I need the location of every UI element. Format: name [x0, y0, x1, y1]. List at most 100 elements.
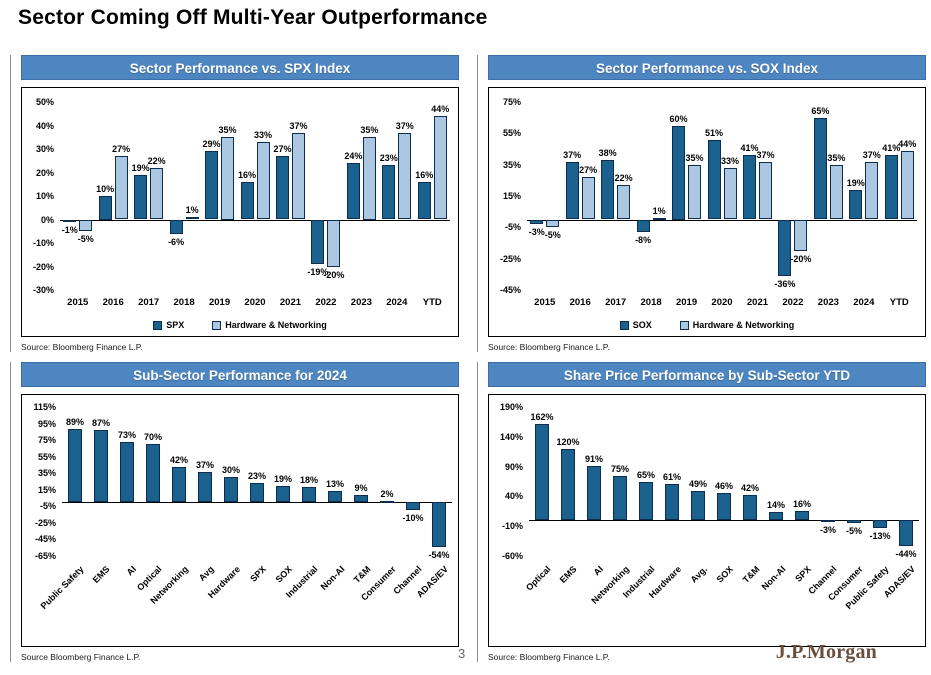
category-label: EMS [91, 564, 113, 585]
value-label: 1% [652, 205, 666, 216]
value-label: 37% [756, 149, 775, 160]
value-label: -44% [895, 549, 917, 560]
legend-label: Hardware & Networking [692, 320, 795, 330]
bar [849, 189, 863, 220]
bar [639, 481, 653, 521]
panel-subsector-ytd: Share Price Performance by Sub-Sector YT… [477, 362, 926, 662]
value-label: 41% [882, 143, 901, 154]
bar [613, 475, 627, 521]
value-label: -1% [61, 224, 78, 235]
bar [302, 487, 316, 503]
category-label: Avg [197, 564, 217, 583]
value-label: -13% [869, 530, 891, 541]
value-label: 24% [344, 151, 363, 162]
bar [221, 137, 235, 220]
y-tick-label: -10% [501, 521, 523, 532]
value-label: 65% [811, 105, 830, 116]
value-label: 19% [131, 162, 150, 173]
value-label: 37% [395, 120, 414, 131]
bar [636, 219, 650, 233]
value-label: -36% [774, 278, 796, 289]
bar [530, 219, 544, 225]
bar [172, 467, 186, 503]
bar [150, 167, 164, 220]
bar [417, 181, 431, 220]
value-label: 89% [65, 416, 84, 427]
bar [900, 150, 914, 220]
chart-legend: SPX Hardware & Networking [22, 320, 458, 330]
bar [717, 492, 731, 521]
bar [433, 116, 447, 220]
y-tick-label: 95% [37, 418, 56, 429]
panel-header-title: Sector Performance vs. SPX Index [129, 61, 351, 76]
value-label: 87% [91, 418, 110, 429]
bar [380, 500, 394, 503]
bar [98, 196, 112, 220]
bar [601, 159, 615, 220]
bar [565, 161, 579, 220]
legend-entry: SOX [619, 320, 652, 330]
y-tick-label: 55% [37, 451, 56, 462]
category-label: 2015 [67, 297, 89, 308]
bar [198, 471, 212, 503]
value-label: 37% [862, 149, 881, 160]
value-label: 35% [218, 125, 237, 136]
bar [185, 217, 199, 220]
bar [847, 520, 861, 524]
bar [311, 219, 325, 265]
value-label: 35% [360, 125, 379, 136]
y-tick-label: -30% [32, 285, 54, 295]
category-label: SOX [273, 564, 295, 585]
panel-header-sox: Sector Performance vs. SOX Index [488, 55, 926, 80]
y-tick-label: 50% [35, 97, 54, 107]
chart-sox-vs-sector: 75% 55% 35% 15% -5% -25% -45% -3% -5% 2015 37% 27% 2… [488, 87, 926, 337]
value-label: 51% [704, 127, 723, 138]
y-tick-label: 30% [35, 144, 54, 154]
bar [691, 491, 705, 521]
legend-swatch [679, 320, 689, 330]
panel-header-spx: Sector Performance vs. SPX Index [21, 55, 459, 80]
source-note: Source: Bloomberg Finance L.P. [488, 342, 610, 352]
value-label: -5% [77, 234, 94, 245]
panel-subsector-2024: Sub-Sector Performance for 2024 115% 95% 7… [10, 362, 459, 662]
bar [899, 520, 913, 547]
value-label: 65% [636, 469, 655, 480]
legend-label: SPX [166, 320, 185, 330]
category-label: 2016 [102, 297, 124, 308]
y-tick-label: 40% [35, 120, 54, 131]
value-label: 23% [379, 153, 398, 164]
bar [581, 177, 595, 220]
bar [829, 164, 843, 220]
y-tick-label: 55% [502, 128, 521, 139]
value-label: -20% [323, 269, 345, 280]
category-label: 2020 [711, 297, 733, 308]
legend-swatch [153, 320, 163, 330]
bar [68, 428, 82, 503]
bar [327, 219, 341, 267]
value-label: 73% [117, 429, 136, 440]
bar [535, 423, 549, 521]
value-label: 14% [766, 499, 785, 510]
value-label: -20% [790, 253, 812, 264]
value-label: 19% [273, 474, 292, 485]
jpmorgan-logo: J.P.Morgan [775, 641, 877, 663]
y-tick-label: 10% [35, 191, 54, 201]
zero-axis-line [529, 520, 919, 522]
panel-sox: Sector Performance vs. SOX Index 75% 55% 3… [477, 55, 926, 352]
category-label: 2021 [279, 297, 302, 308]
category-label: YTD [889, 297, 909, 308]
value-label: 61% [662, 471, 681, 482]
bar [224, 477, 238, 503]
bar [769, 511, 783, 521]
value-label: 60% [669, 113, 688, 124]
value-label: 35% [827, 152, 846, 163]
y-tick-label: 15% [37, 484, 56, 495]
bar [672, 125, 686, 220]
category-label: 2015 [534, 297, 556, 308]
value-label: -6% [168, 236, 185, 247]
value-label: 33% [253, 129, 272, 140]
bar [276, 486, 290, 503]
bar [743, 495, 757, 521]
bar [114, 156, 128, 220]
chart-subsector-2024: 115% 95% 75% 55% 35% 15% -5% -25% -45% -65% 89% Pub… [21, 394, 459, 647]
